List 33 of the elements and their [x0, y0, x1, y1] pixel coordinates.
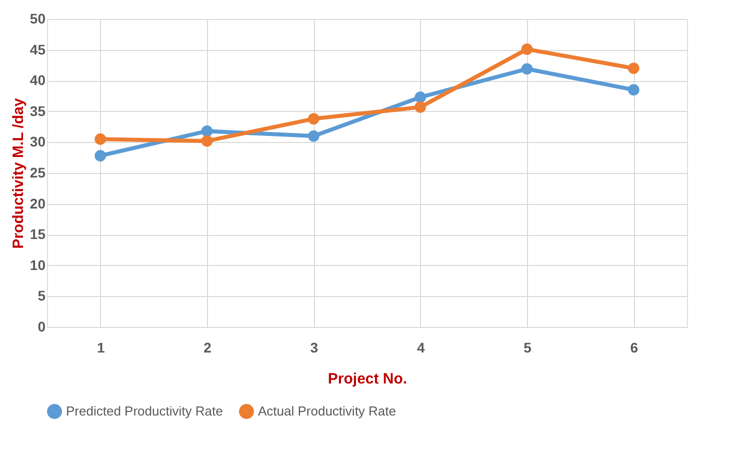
- x-tick-label: 1: [96, 340, 105, 356]
- y-tick-label: 30: [30, 134, 46, 150]
- point: [521, 63, 533, 75]
- x-tick-label: 6: [630, 340, 638, 356]
- x-tick-label: 3: [310, 340, 318, 356]
- y-axis-title: Productivity M.L /day: [10, 98, 27, 249]
- y-tick-label: 10: [30, 256, 46, 273]
- legend-label: Predicted Productivity Rate: [66, 404, 223, 419]
- y-tick-label: 45: [30, 41, 46, 58]
- y-tick-label: 25: [30, 164, 46, 180]
- y-tick-label: 5: [38, 288, 46, 304]
- y-tick-label: 20: [30, 195, 46, 212]
- point: [628, 84, 640, 96]
- y-tick-label: 40: [30, 72, 46, 88]
- point: [628, 62, 640, 74]
- y-tick-label: 35: [30, 102, 46, 119]
- point: [201, 135, 213, 147]
- x-tick-label: 2: [204, 340, 212, 356]
- point: [414, 101, 426, 113]
- x-tick-label: 4: [416, 340, 425, 356]
- point: [94, 150, 106, 162]
- point: [521, 43, 533, 55]
- y-tick-label: 0: [38, 318, 46, 334]
- point: [414, 92, 426, 103]
- y-tick-label: 15: [30, 226, 46, 242]
- legend-label: Actual Productivity Rate: [258, 404, 396, 419]
- point: [308, 130, 320, 142]
- point: [201, 125, 213, 137]
- y-tick-label: 50: [30, 10, 46, 26]
- point: [94, 133, 106, 145]
- point: [308, 113, 320, 124]
- x-tick-label: 5: [524, 340, 532, 356]
- x-axis-title: Project No.: [328, 370, 408, 388]
